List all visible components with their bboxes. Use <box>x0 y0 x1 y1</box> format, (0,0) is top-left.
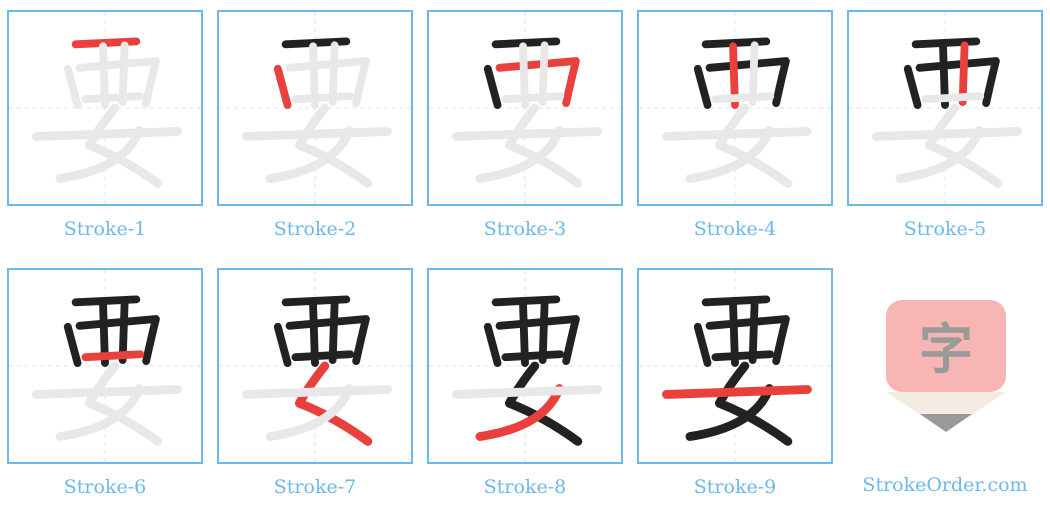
ghost-stroke-9 <box>32 127 182 141</box>
done-stroke-5 <box>328 299 339 365</box>
ghost-stroke-7 <box>924 103 1003 188</box>
ghost-stroke-3 <box>75 57 160 108</box>
ghost-stroke-3 <box>285 57 370 108</box>
ghost-stroke-7 <box>714 103 793 188</box>
done-stroke-7 <box>714 361 793 446</box>
stroke-diagram-7 <box>219 270 411 462</box>
ghost-stroke-9 <box>242 385 392 399</box>
done-stroke-2 <box>693 322 712 367</box>
stroke-caption-1: Stroke-1 <box>63 218 147 240</box>
stroke-caption-3: Stroke-3 <box>483 218 567 240</box>
done-stroke-7 <box>504 361 583 446</box>
done-stroke-3 <box>495 315 580 366</box>
done-stroke-2 <box>483 322 502 367</box>
ghost-stroke-7 <box>294 103 373 188</box>
ghost-stroke-8 <box>55 384 144 441</box>
stroke-cell-6 <box>7 268 203 464</box>
stroke-diagram-9 <box>639 270 831 462</box>
done-stroke-2 <box>483 64 502 109</box>
stroke-cell-1 <box>7 10 203 206</box>
strokeorder-logo: 字 <box>884 298 1008 436</box>
ghost-stroke-6 <box>921 92 985 104</box>
stroke-cell-5 <box>847 10 1043 206</box>
done-stroke-3 <box>705 57 790 108</box>
ghost-stroke-8 <box>55 126 144 183</box>
ghost-stroke-7 <box>504 103 583 188</box>
done-stroke-5 <box>538 299 549 365</box>
stroke-caption-2: Stroke-2 <box>273 218 357 240</box>
stroke-cell-3 <box>427 10 623 206</box>
ghost-stroke-9 <box>872 127 1022 141</box>
stroke-caption-7: Stroke-7 <box>273 476 357 498</box>
done-stroke-6 <box>711 350 775 362</box>
stroke-diagram-2 <box>219 12 411 204</box>
stroke-caption-9: Stroke-9 <box>693 476 777 498</box>
done-stroke-6 <box>291 350 355 362</box>
ghost-stroke-6 <box>81 92 145 104</box>
done-stroke-3 <box>705 315 790 366</box>
done-stroke-3 <box>915 57 1000 108</box>
stroke-diagram-8 <box>429 270 621 462</box>
current-stroke-6 <box>81 350 145 362</box>
ghost-stroke-5 <box>748 41 759 107</box>
ghost-stroke-5 <box>328 41 339 107</box>
done-stroke-5 <box>118 299 129 365</box>
stroke-diagram-5 <box>849 12 1041 204</box>
stroke-diagram-3 <box>429 12 621 204</box>
done-stroke-5 <box>748 299 759 365</box>
ghost-stroke-9 <box>662 127 812 141</box>
stroke-cell-8 <box>427 268 623 464</box>
stroke-diagram-6 <box>9 270 201 462</box>
ghost-stroke-2 <box>63 64 82 109</box>
current-stroke-3 <box>495 57 580 108</box>
ghost-stroke-8 <box>685 126 774 183</box>
ghost-stroke-7 <box>84 361 163 446</box>
current-stroke-7 <box>294 361 373 446</box>
ghost-stroke-6 <box>501 92 565 104</box>
ghost-stroke-5 <box>538 41 549 107</box>
done-stroke-2 <box>63 322 82 367</box>
stroke-cell-4 <box>637 10 833 206</box>
ghost-stroke-8 <box>895 126 984 183</box>
ghost-stroke-8 <box>265 126 354 183</box>
site-name[interactable]: StrokeOrder.com <box>862 474 1028 496</box>
done-stroke-3 <box>285 315 370 366</box>
done-stroke-2 <box>903 64 922 109</box>
stroke-diagram-1 <box>9 12 201 204</box>
done-stroke-2 <box>693 64 712 109</box>
current-stroke-8 <box>475 384 564 441</box>
ghost-stroke-9 <box>452 127 602 141</box>
stroke-caption-8: Stroke-8 <box>483 476 567 498</box>
stroke-caption-4: Stroke-4 <box>693 218 777 240</box>
stroke-caption-6: Stroke-6 <box>63 476 147 498</box>
current-stroke-5 <box>958 41 969 107</box>
current-stroke-2 <box>273 64 292 109</box>
done-stroke-6 <box>501 350 565 362</box>
stroke-caption-5: Stroke-5 <box>903 218 987 240</box>
ghost-stroke-6 <box>291 92 355 104</box>
stroke-cell-7 <box>217 268 413 464</box>
ghost-stroke-8 <box>475 126 564 183</box>
ghost-stroke-9 <box>452 385 602 399</box>
done-stroke-3 <box>75 315 160 366</box>
stroke-diagram-4 <box>639 12 831 204</box>
current-stroke-9 <box>662 385 812 399</box>
stroke-cell-9 <box>637 268 833 464</box>
ghost-stroke-9 <box>242 127 392 141</box>
ghost-stroke-7 <box>84 103 163 188</box>
logo-glyph: 字 <box>919 318 973 381</box>
done-stroke-8 <box>685 384 774 441</box>
ghost-stroke-9 <box>32 385 182 399</box>
stroke-cell-2 <box>217 10 413 206</box>
ghost-stroke-8 <box>265 384 354 441</box>
ghost-stroke-6 <box>711 92 775 104</box>
done-stroke-2 <box>273 322 292 367</box>
ghost-stroke-5 <box>118 41 129 107</box>
